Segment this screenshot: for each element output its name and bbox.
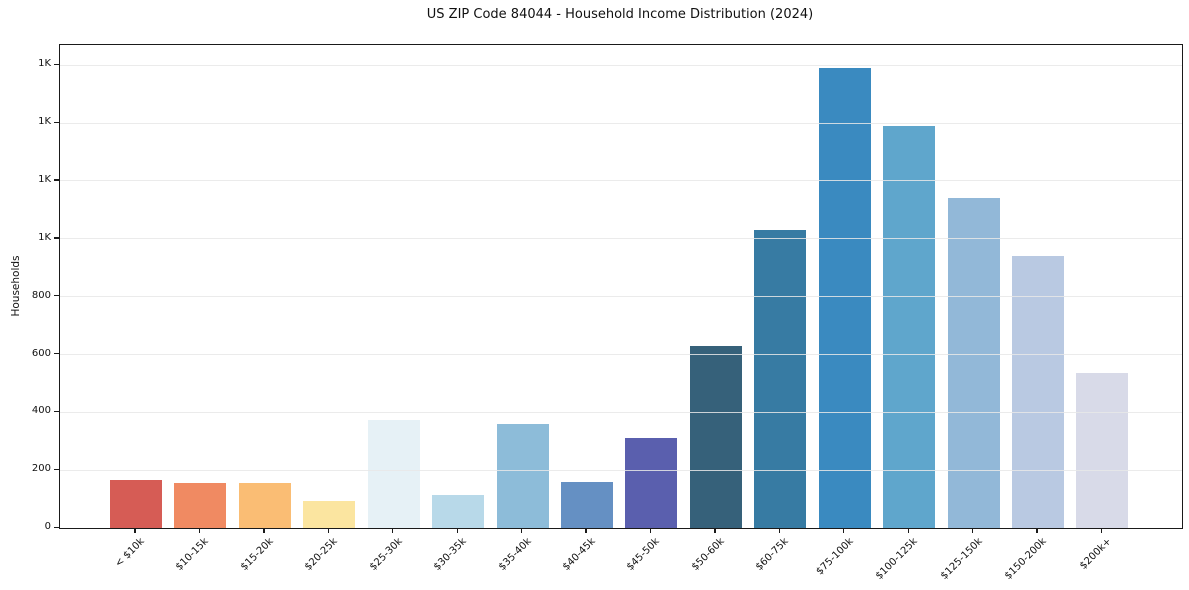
x-tick-mark	[907, 528, 909, 533]
x-tick-label: $45-50k	[625, 536, 663, 573]
x-tick-mark	[714, 528, 716, 533]
bar--20-25k	[303, 500, 356, 528]
x-tick-mark	[585, 528, 587, 533]
y-tick-label: 1K	[38, 58, 51, 70]
y-tick-mark	[54, 468, 59, 470]
gridline-y-1400	[60, 122, 1182, 124]
bar--40-45k	[561, 481, 613, 528]
y-tick-label: 1K	[38, 173, 51, 185]
x-tick-mark	[1100, 528, 1103, 533]
bar--45-50k	[625, 438, 678, 528]
y-tick-mark	[54, 295, 59, 297]
y-tick-label: 800	[31, 289, 51, 301]
y-tick-label: 200	[31, 463, 51, 475]
y-tick-label: 600	[31, 347, 51, 359]
x-tick-mark	[198, 528, 201, 533]
x-tick-label: $60-75k	[754, 536, 792, 573]
gridline-y-800	[60, 296, 1182, 298]
y-tick-label: 400	[31, 405, 51, 417]
x-tick-mark	[778, 528, 780, 533]
x-tick-label: $100-125k	[874, 536, 920, 582]
gridline-y-200	[60, 469, 1182, 471]
y-tick-mark	[54, 63, 59, 65]
bar--125-150k	[947, 198, 1000, 528]
y-tick-label: 0	[44, 521, 51, 532]
x-tick-label: $75-100k	[814, 536, 856, 578]
bar--35-40k	[496, 423, 549, 528]
x-tick-mark	[649, 528, 652, 533]
x-tick-mark	[521, 528, 523, 533]
x-tick-label: $40-45k	[560, 536, 598, 573]
y-tick-label: 1K	[38, 231, 51, 243]
gridline-y-1600	[60, 64, 1182, 66]
x-tick-label: $150-200k	[1002, 536, 1049, 582]
x-tick-label: $30-35k	[432, 536, 469, 573]
bar--10-15k	[174, 483, 227, 528]
y-axis-label: Households	[10, 255, 22, 317]
plot-area	[59, 44, 1183, 529]
y-tick-mark	[54, 237, 59, 239]
x-tick-mark	[1036, 528, 1038, 533]
bar--50-60k	[689, 345, 742, 528]
x-tick-label: $50-60k	[689, 536, 727, 573]
x-tick-label: < $10k	[113, 536, 147, 570]
y-tick-mark	[54, 353, 59, 355]
x-tick-mark	[392, 528, 394, 533]
bar--30-35k	[432, 494, 485, 528]
gridline-y-400	[60, 411, 1182, 413]
x-tick-label: $200k+	[1077, 536, 1114, 572]
x-tick-label: $15-20k	[238, 536, 276, 573]
y-tick-mark	[54, 179, 59, 181]
x-tick-mark	[456, 528, 458, 533]
x-tick-label: $25-30k	[367, 536, 405, 573]
x-tick-label: $20-25k	[303, 536, 341, 573]
y-tick-mark	[54, 526, 59, 528]
gridline-y-1200	[60, 180, 1182, 182]
y-tick-label: 1K	[38, 116, 51, 128]
chart-title: US ZIP Code 84044 - Household Income Dis…	[426, 7, 814, 22]
x-tick-mark	[972, 528, 974, 533]
bar--15-20k	[238, 483, 291, 528]
gridline-y-600	[60, 354, 1182, 355]
bar--60-75k	[754, 230, 807, 528]
x-tick-label: $125-150k	[938, 536, 985, 582]
bar--10k	[110, 480, 162, 528]
x-tick-mark	[263, 528, 265, 533]
bar--200k+	[1076, 373, 1129, 528]
y-tick-mark	[54, 121, 59, 123]
bar--150-200k	[1012, 256, 1065, 528]
bar--25-30k	[367, 419, 420, 528]
x-tick-mark	[843, 528, 845, 533]
bar--100-125k	[883, 126, 936, 528]
y-tick-mark	[54, 410, 59, 413]
gridline-y-1000	[60, 238, 1182, 240]
x-tick-label: $10-15k	[174, 536, 212, 573]
x-tick-label: $35-40k	[496, 536, 534, 573]
x-tick-mark	[327, 528, 329, 533]
x-tick-mark	[134, 528, 136, 533]
bar--75-100k	[818, 68, 871, 528]
